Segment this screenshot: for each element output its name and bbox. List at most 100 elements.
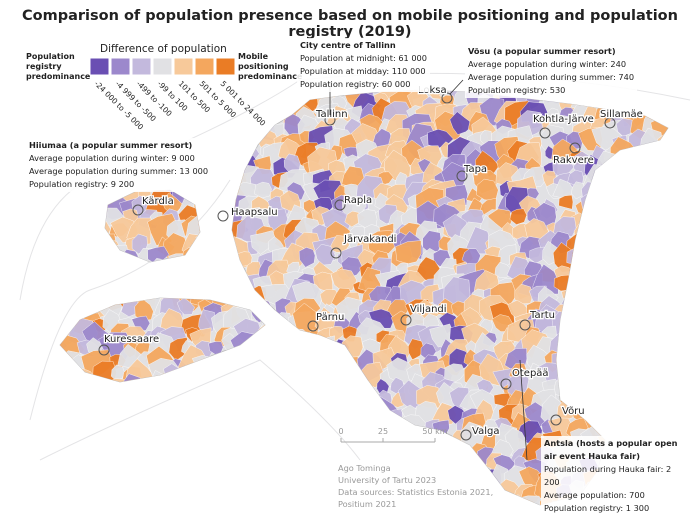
municipality: [127, 484, 147, 502]
place-label: Kärdla: [142, 196, 174, 207]
municipality: [238, 134, 254, 147]
municipality: [61, 208, 81, 227]
municipality: [166, 452, 190, 478]
place-label: Haapsalu: [231, 207, 278, 218]
credit-line: University of Tartu 2023: [338, 475, 437, 485]
municipality: [138, 424, 160, 448]
scale-label: 25: [378, 427, 388, 436]
legend-swatch: [89, 57, 110, 76]
callout-line: Average population: 700: [544, 490, 645, 500]
municipality: [636, 90, 666, 103]
municipality: [197, 399, 216, 421]
municipality: [93, 248, 108, 264]
place-label: Tapa: [463, 164, 487, 175]
callout-vosu: Võsu (a popular summer resort) Average p…: [465, 44, 638, 98]
municipality: [612, 337, 636, 358]
municipality: [389, 418, 404, 438]
municipality: [297, 502, 319, 505]
municipality: [300, 434, 318, 453]
municipality: [623, 365, 651, 392]
municipality: [394, 512, 412, 525]
municipality: [40, 82, 57, 102]
municipality: [60, 90, 69, 116]
municipality: [60, 254, 87, 278]
municipality: [636, 213, 653, 231]
municipality: [262, 406, 278, 423]
municipality: [601, 299, 615, 314]
place-marker: [400, 314, 412, 326]
municipality: [134, 298, 154, 322]
municipality: [240, 469, 264, 494]
municipality: [596, 247, 629, 275]
municipality: [634, 352, 656, 374]
municipality: [658, 153, 668, 174]
municipality: [640, 233, 668, 263]
municipality: [586, 213, 610, 231]
municipality: [563, 379, 585, 399]
municipality: [60, 367, 62, 389]
municipality: [589, 259, 610, 277]
municipality: [330, 268, 357, 292]
municipality: [659, 174, 668, 203]
municipality: [62, 90, 80, 102]
municipality: [297, 493, 330, 505]
municipality: [325, 364, 345, 384]
place-label: Järvakandi: [343, 234, 396, 245]
municipality: [653, 402, 668, 425]
municipality: [409, 512, 425, 525]
municipality: [653, 222, 668, 243]
municipality: [60, 404, 90, 432]
municipality: [252, 435, 278, 460]
municipality: [661, 166, 668, 192]
municipality: [610, 357, 635, 385]
municipality: [203, 386, 234, 417]
municipality: [567, 274, 589, 294]
legend-swatch: [194, 57, 215, 76]
municipality: [291, 344, 324, 374]
municipality: [558, 326, 576, 349]
municipality: [137, 414, 162, 438]
map-title: Comparison of population presence based …: [22, 8, 678, 40]
municipality: [279, 338, 308, 365]
municipality: [94, 416, 112, 434]
municipality: [176, 117, 198, 137]
municipality: [654, 240, 668, 274]
municipality: [613, 155, 637, 176]
municipality: [178, 467, 197, 483]
municipality: [189, 263, 210, 286]
callout-line: Average population during winter: 9 000: [29, 153, 195, 163]
municipality: [269, 398, 287, 415]
municipality: [136, 393, 153, 407]
municipality: [620, 397, 649, 424]
municipality: [225, 468, 244, 486]
municipality: [661, 391, 668, 412]
municipality: [279, 442, 302, 461]
municipality: [86, 440, 109, 460]
municipality: [465, 510, 484, 525]
municipality: [212, 223, 235, 241]
municipality: [282, 362, 301, 384]
place-label: Sillamäe: [600, 109, 643, 120]
municipality: [436, 508, 456, 525]
legend-swatch: [215, 57, 236, 76]
municipality: [239, 384, 257, 406]
municipality: [222, 389, 244, 408]
municipality: [595, 376, 621, 402]
municipality: [635, 390, 654, 408]
municipality: [374, 510, 394, 525]
municipality: [300, 470, 317, 486]
municipality: [269, 103, 286, 122]
municipality: [206, 458, 236, 488]
municipality: [207, 373, 236, 397]
place-marker: [460, 429, 472, 441]
municipality: [308, 379, 332, 400]
municipality: [346, 105, 363, 123]
municipality: [148, 439, 172, 469]
municipality: [192, 500, 221, 505]
municipality: [286, 415, 305, 435]
municipality: [60, 308, 70, 339]
municipality: [204, 431, 227, 458]
municipality: [60, 270, 77, 295]
municipality: [211, 406, 228, 429]
